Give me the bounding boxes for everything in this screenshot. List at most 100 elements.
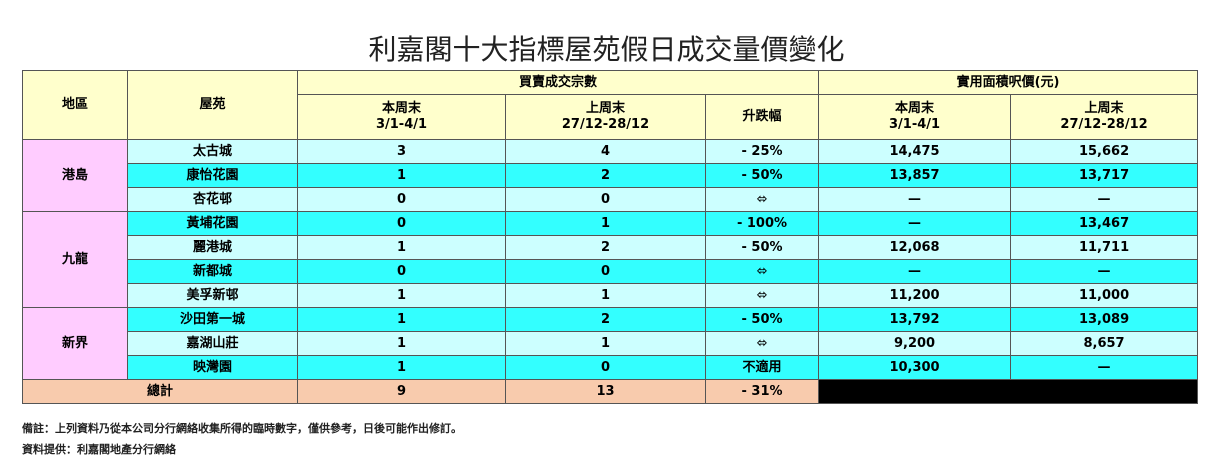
value-cell: 2 <box>505 163 706 188</box>
table-body: 地區 屋苑 買賣成交宗數 實用面積呎價(元) 本周末 3/1-4/1 上周末 27/… <box>22 70 1199 404</box>
data-row: 新界 沙田第一城 1 2- 50% 13,792 13,089 <box>22 307 1199 380</box>
value-cell: 3 <box>297 139 506 164</box>
estate-cell: 新都城 <box>127 259 298 284</box>
value-cell: ⬄ <box>704 187 820 212</box>
value-cell: - 100% <box>704 211 820 236</box>
value-cell: — <box>818 259 1012 284</box>
estate-cell: 美孚新邨 <box>127 283 298 308</box>
estate-cell: 黃埔花園 <box>127 211 298 236</box>
total-label: 總計 <box>22 379 298 404</box>
data-row: 新都城 0 0 ⬄ — — <box>23 259 1199 284</box>
estate-cell: 沙田第一城 <box>127 307 298 332</box>
header-cell: 上周末 27/12-28/12 <box>1010 94 1199 140</box>
data-row: 港島 太古城 3 4- 25% 14,475 15,662 <box>22 139 1199 212</box>
region-cell: 新界 <box>22 307 128 380</box>
value-cell: 1 <box>297 331 506 356</box>
header-cell: 本周末 3/1-4/1 <box>297 94 506 140</box>
data-row: 映灣園 1 0 不適用 10,300— <box>23 355 1199 380</box>
value-cell: 10,300 <box>818 355 1012 380</box>
header-cell: 實用面積呎價(元) <box>818 70 1199 95</box>
value-cell: — <box>1010 355 1199 380</box>
header-cell: 屋苑 <box>127 70 298 140</box>
value-cell: — <box>818 211 1012 236</box>
data-row: 嘉湖山莊 1 1 ⬄ 9,200 8,657 <box>23 331 1199 356</box>
value-cell: 2 <box>505 307 706 332</box>
value-cell: 11,711 <box>1010 235 1199 260</box>
note: 資料提供：利嘉閣地產分行網絡 <box>22 443 176 456</box>
header-text: 3/1-4/1 <box>888 117 941 132</box>
total-cell: - 31% <box>704 379 820 404</box>
value-cell: 14,475 <box>818 139 1012 164</box>
header-cell: 升跌幅 <box>704 94 820 140</box>
estate-cell: 麗港城 <box>127 235 298 260</box>
value-cell: 12,068 <box>818 235 1012 260</box>
value-cell: 0 <box>297 259 506 284</box>
region-cell: 港島 <box>22 139 128 212</box>
header-cell: 買賣成交宗數 <box>296 70 820 95</box>
value-cell: 13,717 <box>1010 163 1199 188</box>
header-cell: 上周末 27/12-28/12 <box>505 94 706 140</box>
value-cell: 9,200 <box>818 331 1012 356</box>
value-cell: ⬄ <box>704 331 820 356</box>
value-cell: 0 <box>505 355 706 380</box>
value-cell: 11,000 <box>1010 283 1199 308</box>
value-cell: 1 <box>297 355 506 380</box>
value-cell: 1 <box>505 331 706 356</box>
value-cell: 13,089 <box>1010 307 1199 332</box>
table: 地區 屋苑 買賣成交宗數 實用面積呎價(元) 本周末 3/1-4/1 上周末 27/… <box>22 70 1199 404</box>
estate-cell: 太古城 <box>127 139 298 164</box>
estate-cell: 映灣園 <box>127 355 298 380</box>
data-row: 康怡花園 1 2- 50% 13,857 13,717 <box>23 163 1199 188</box>
total-row: 總計 9 13- 31% <box>22 379 1199 404</box>
header-cell: 本周末 3/1-4/1 <box>818 94 1012 140</box>
blank-cell <box>818 379 1199 404</box>
value-cell: - 50% <box>704 307 820 332</box>
value-cell: 不適用 <box>704 355 820 380</box>
value-cell: 1 <box>297 163 506 188</box>
data-row: 美孚新邨 1 1 ⬄ 11,200 11,000 <box>23 283 1199 308</box>
value-cell: - 25% <box>704 139 820 164</box>
header-text: 上周末 <box>1084 101 1124 116</box>
value-cell: 0 <box>505 259 706 284</box>
value-cell: 13,857 <box>818 163 1012 188</box>
title: 利嘉閣十大指標屋苑假日成交量價變化 <box>368 33 845 66</box>
header-text: 本周末 <box>381 101 421 116</box>
value-cell: 4 <box>505 139 706 164</box>
header-text: 27/12-28/12 <box>561 117 650 132</box>
value-cell: 1 <box>297 235 506 260</box>
value-cell: 0 <box>297 187 506 212</box>
value-cell: — <box>1010 259 1199 284</box>
value-cell: - 50% <box>704 235 820 260</box>
value-cell: 13,467 <box>1010 211 1199 236</box>
estate-cell: 嘉湖山莊 <box>127 331 298 356</box>
note: 備註：上列資料乃從本公司分行網絡收集所得的臨時數字，僅供參考，日後可能作出修訂。 <box>22 422 462 435</box>
value-cell: 13,792 <box>818 307 1012 332</box>
estate-cell: 康怡花園 <box>127 163 298 188</box>
value-cell: 0 <box>297 211 506 236</box>
value-cell: 1 <box>505 211 706 236</box>
header-text: 本周末 <box>895 101 935 116</box>
notes: 備註：上列資料乃從本公司分行網絡收集所得的臨時數字，僅供參考，日後可能作出修訂。… <box>22 418 462 460</box>
region-cell: 九龍 <box>22 211 128 308</box>
header-row: 地區 屋苑 買賣成交宗數 實用面積呎價(元) <box>22 70 1199 140</box>
data-row: 麗港城 1 2- 50% 12,068 11,711 <box>23 235 1199 260</box>
value-cell: ⬄ <box>704 259 820 284</box>
header-cell: 地區 <box>22 70 128 140</box>
header-text: 27/12-28/12 <box>1060 117 1148 132</box>
header-text: 上周末 <box>585 101 625 116</box>
total-cell: 9 <box>297 379 506 404</box>
value-cell: 8,657 <box>1010 331 1199 356</box>
value-cell: — <box>1010 187 1199 212</box>
value-cell: 11,200 <box>818 283 1012 308</box>
value-cell: 1 <box>505 283 706 308</box>
value-cell: — <box>818 187 1012 212</box>
value-cell: 2 <box>505 235 706 260</box>
estate-cell: 杏花邨 <box>127 187 298 212</box>
header-text: 3/1-4/1 <box>375 117 428 132</box>
data-row: 杏花邨 0 0 ⬄ — — <box>23 187 1199 212</box>
value-cell: - 50% <box>704 163 820 188</box>
value-cell: 15,662 <box>1010 139 1199 164</box>
value-cell: 1 <box>297 307 506 332</box>
value-cell: 1 <box>297 283 506 308</box>
